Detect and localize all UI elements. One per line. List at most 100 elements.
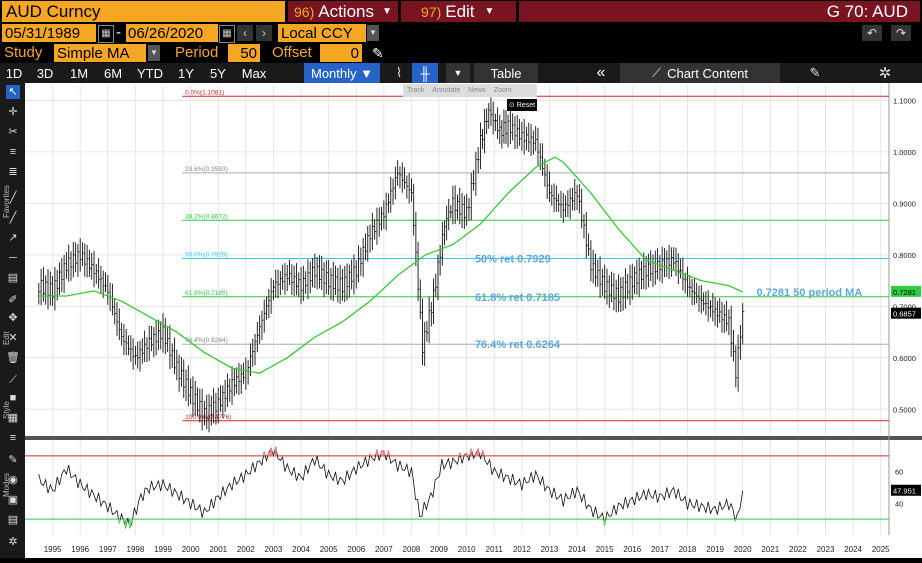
range-button-1y[interactable]: 1Y	[178, 65, 194, 81]
fib-icon[interactable]: ≡	[9, 146, 17, 158]
range-button-3d[interactable]: 3D	[36, 65, 54, 81]
channel-icon[interactable]: ▤	[7, 272, 19, 284]
page-id-bar: G 70: AUD	[519, 1, 920, 22]
fib-label: 38.2%(0.8672)	[185, 213, 228, 220]
pencil-icon[interactable]: ╱	[9, 192, 17, 204]
collapse-icon[interactable]: «	[596, 64, 606, 81]
actions-menu[interactable]: 96) Actions ▼	[288, 1, 398, 22]
caret-down-icon[interactable]: ▼	[148, 45, 160, 61]
calendar-icon[interactable]: ▦	[219, 25, 235, 43]
annotate-icon[interactable]: ✎	[809, 65, 821, 80]
x-tick-label: 2003	[265, 545, 283, 554]
ray-icon[interactable]: ↗	[8, 232, 18, 244]
y-tick-label: 0.8000	[893, 251, 916, 260]
rsi-line	[38, 446, 744, 529]
chart-area[interactable]: 1.1000 1.0000 0.9000 0.8000 0.7000 0.6000 0.50…	[25, 83, 922, 558]
x-tick-label: 2012	[513, 545, 531, 554]
crosshair-icon[interactable]: ✛	[8, 106, 18, 118]
gear-icon[interactable]: ✲	[878, 65, 892, 82]
gear-icon[interactable]: ✲	[8, 536, 18, 548]
color-icon[interactable]: ▦	[7, 412, 19, 424]
price-tag-bg	[891, 285, 921, 297]
chart-annotation: 50% ret 0.7929	[475, 254, 551, 266]
range-buttons: 1D 3D 1M 6M YTD 1Y 5Y Max	[0, 63, 274, 83]
cursor-icon[interactable]: ↖	[6, 85, 20, 99]
x-tick-label: 2022	[789, 545, 807, 554]
table-button[interactable]: Table	[474, 63, 538, 83]
end-date-field[interactable]: 06/26/2020	[126, 24, 218, 42]
width-icon[interactable]: ≡	[9, 432, 17, 444]
chevron-left-icon[interactable]: ‹	[237, 25, 253, 41]
trash-icon[interactable]: 🗑	[6, 352, 20, 364]
reset-button[interactable]: ⊙ Reset	[507, 99, 537, 111]
security-label: AUD Curncy	[6, 1, 101, 21]
range-button-5y[interactable]: 5Y	[210, 65, 226, 81]
offset-input[interactable]: 0	[320, 44, 362, 62]
undo-icon[interactable]: ↶	[862, 25, 882, 41]
price-tag: 0.6857	[893, 310, 916, 319]
edit-menu[interactable]: 97) Edit ▼	[401, 1, 516, 22]
fib-fan-icon[interactable]: ≣	[8, 166, 18, 178]
caret-down-icon[interactable]: ▼	[367, 25, 379, 41]
mini-toolbar-zoom[interactable]: Zoom	[493, 87, 512, 94]
range-button-1d[interactable]: 1D	[5, 65, 23, 81]
frequency-select[interactable]: Monthly ▼	[304, 63, 380, 83]
range-button-6m[interactable]: 6M	[103, 65, 123, 81]
line-chart-icon[interactable]: ⌇	[395, 65, 403, 80]
y-tick-label: 1.1000	[893, 96, 916, 105]
mini-toolbar-annotate[interactable]: Annotate	[432, 87, 461, 94]
chart-content-button[interactable]: ⟋ Chart Content	[620, 63, 780, 83]
mini-toolbar-track[interactable]: Track	[407, 87, 425, 94]
x-tick-label: 2019	[706, 545, 724, 554]
calendar-icon[interactable]: ▦	[98, 25, 114, 43]
x-tick-label: 2005	[320, 545, 338, 554]
pencil-icon[interactable]: ✎	[372, 45, 384, 61]
range-button-ytd[interactable]: YTD	[137, 65, 163, 81]
currency-select[interactable]: Local CCY	[278, 24, 366, 42]
x-tick-label: 2013	[541, 545, 559, 554]
move-icon[interactable]: ✥	[8, 312, 18, 324]
edit-label: Edit	[445, 1, 475, 21]
mini-toolbar-news[interactable]: News	[468, 87, 486, 94]
caret-down-icon[interactable]: ▼	[446, 63, 470, 83]
trendline-icon[interactable]: ╱	[9, 212, 17, 224]
x-tick-label: 2007	[375, 545, 393, 554]
range-button-1m[interactable]: 1M	[69, 65, 89, 81]
start-date-field[interactable]: 05/31/1989	[2, 24, 96, 42]
end-date: 06/26/2020	[128, 24, 204, 42]
range-button-max[interactable]: Max	[241, 65, 267, 81]
redo-icon[interactable]: ↷	[891, 25, 911, 41]
drawing-tools-sidebar: ↖ ✛ ✂ ≡ ≣ Favorites ╱ ╱ ↗ ─ ▤ ✐ ✥ Edit ✕…	[0, 83, 25, 558]
currency-label: Local CCY	[281, 24, 353, 42]
study-label: Study	[4, 44, 43, 61]
brush-icon[interactable]: ✎	[8, 454, 18, 466]
hline-icon[interactable]: ─	[9, 252, 17, 264]
delete-icon[interactable]: ✕	[8, 332, 18, 344]
study-select[interactable]: Simple MA	[54, 44, 146, 62]
bar-chart-icon[interactable]: ╫	[412, 63, 438, 83]
eye-icon[interactable]: ◉	[8, 474, 18, 486]
x-tick-label: 2014	[568, 545, 586, 554]
x-tick-label: 2016	[623, 545, 641, 554]
title-bar: AUD Curncy 96) Actions ▼ 97) Edit ▼ G 70…	[0, 0, 922, 23]
security-field[interactable]: AUD Curncy	[2, 1, 285, 22]
brush-icon[interactable]: ✐	[8, 294, 18, 306]
line-style-icon[interactable]: ⟋	[9, 374, 17, 386]
caret-down-icon: ▼	[382, 6, 392, 17]
chevron-right-icon[interactable]: ›	[256, 25, 272, 41]
y-tick-label: 0.6000	[893, 354, 916, 363]
y-tick-label: 0.7000	[893, 302, 916, 311]
offset-label: Offset	[272, 44, 312, 61]
rsi-tick-label: 40	[895, 499, 903, 508]
lock-icon[interactable]: ▣	[7, 494, 19, 506]
chart-svg[interactable]: 1.1000 1.0000 0.9000 0.8000 0.7000 0.6000 0.50…	[25, 83, 922, 558]
period-input[interactable]: 50	[228, 44, 260, 62]
x-tick-label: 2011	[486, 545, 504, 554]
ma-line	[38, 156, 743, 374]
fill-icon[interactable]: ■	[9, 392, 17, 404]
fib-label: 0.0%(1.1081)	[185, 89, 224, 96]
x-tick-label: 2004	[292, 545, 310, 554]
scissors-icon[interactable]: ✂	[8, 126, 18, 138]
caret-down-icon: ▼	[484, 6, 495, 17]
table-icon[interactable]: ▤	[7, 514, 19, 526]
